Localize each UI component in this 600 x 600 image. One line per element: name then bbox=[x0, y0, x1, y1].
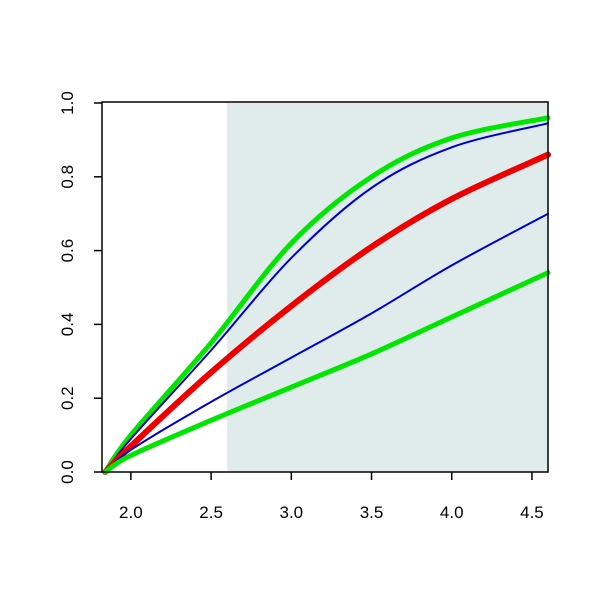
y-tick-label: 0.4 bbox=[58, 313, 77, 337]
y-tick-label: 0.6 bbox=[58, 239, 77, 263]
x-tick-label: 2.5 bbox=[199, 503, 223, 522]
x-tick-label: 2.0 bbox=[119, 503, 143, 522]
series-line bbox=[102, 270, 551, 475]
x-tick-label: 4.5 bbox=[520, 503, 544, 522]
y-tick-label: 0.0 bbox=[58, 460, 77, 484]
plot-frame bbox=[101, 101, 549, 473]
series-line bbox=[102, 151, 551, 475]
series-line bbox=[104, 212, 549, 473]
x-tick-label: 3.5 bbox=[360, 503, 384, 522]
y-tick-label: 0.2 bbox=[58, 386, 77, 410]
x-tick-label: 4.0 bbox=[440, 503, 464, 522]
y-tick-label: 0.8 bbox=[58, 165, 77, 189]
shaded-region bbox=[227, 103, 548, 472]
series-line bbox=[102, 115, 551, 475]
series-line bbox=[104, 122, 549, 473]
x-tick-label: 3.0 bbox=[279, 503, 303, 522]
y-tick-label: 1.0 bbox=[58, 91, 77, 115]
